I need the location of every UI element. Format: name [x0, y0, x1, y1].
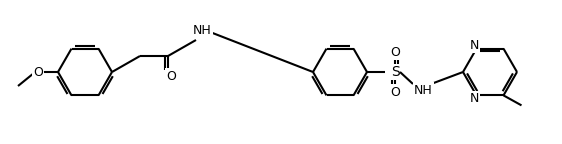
Text: N: N [470, 39, 479, 52]
Text: O: O [390, 86, 400, 98]
Text: O: O [390, 46, 400, 58]
Text: O: O [33, 66, 43, 78]
Text: NH: NH [414, 84, 432, 96]
Text: S: S [391, 65, 400, 79]
Text: O: O [166, 70, 176, 83]
Text: NH: NH [193, 23, 211, 36]
Text: N: N [470, 92, 479, 105]
